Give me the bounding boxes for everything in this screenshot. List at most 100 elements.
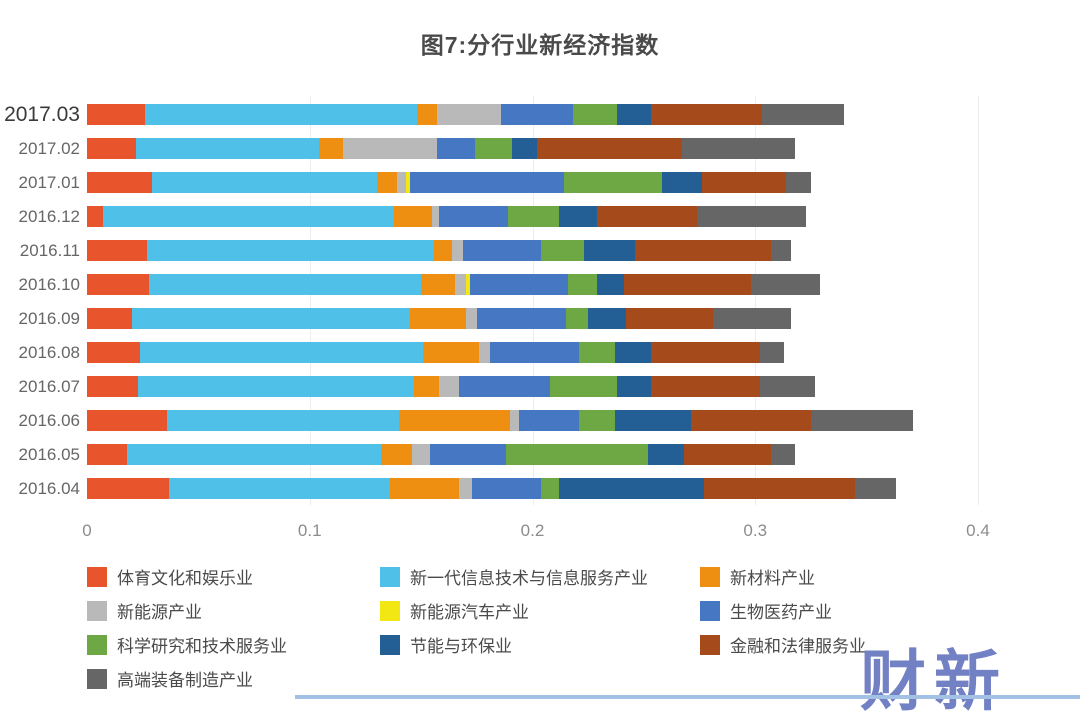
bar-segment [144, 104, 417, 125]
bar-segment [761, 104, 845, 125]
bar-row-2016.10 [87, 274, 978, 295]
bar-segment [409, 308, 466, 329]
y-axis-label: 2016.05 [18, 445, 80, 464]
watermark-underline [295, 695, 1080, 699]
gridline [309, 96, 311, 505]
bar-segment [151, 172, 377, 193]
bar-row-2016.04 [87, 478, 978, 499]
legend-label: 新能源产业 [117, 603, 202, 622]
legend-swatch [87, 600, 107, 621]
bar-segment [507, 206, 560, 227]
y-axis-label: 2017.01 [18, 173, 80, 192]
bar-row-2016.09 [87, 308, 978, 329]
legend-item: 高端装备制造产业 [87, 668, 380, 690]
bar-segment [617, 376, 651, 397]
bar-segment [87, 104, 145, 125]
bar-segment [412, 444, 430, 465]
bar-segment [597, 206, 698, 227]
bar-segment [87, 308, 132, 329]
bar-segment [147, 240, 435, 261]
bar-segment [127, 444, 382, 465]
bar-segment [634, 240, 771, 261]
bar-segment [458, 478, 473, 499]
legend-item: 节能与环保业 [380, 634, 700, 656]
bar-segment [394, 206, 433, 227]
bar-segment [568, 274, 598, 295]
bar-segment [463, 240, 542, 261]
bar-segment [169, 478, 390, 499]
bar-segment [87, 274, 150, 295]
bar-segment [414, 376, 439, 397]
bar-segment [381, 444, 413, 465]
bar-segment [87, 206, 103, 227]
x-tick-label: 0.3 [743, 521, 768, 540]
bar-segment [438, 376, 459, 397]
legend-label: 金融和法律服务业 [730, 637, 866, 656]
legend-item: 新能源汽车产业 [380, 600, 700, 622]
gridline [755, 96, 757, 505]
caixin-watermark-logo: 财新 [860, 644, 1008, 718]
legend-swatch [380, 566, 400, 587]
bar-segment [519, 410, 580, 431]
y-axis-label: 2016.06 [18, 411, 80, 430]
chart-figure: 图7:分行业新经济指数 2017.03 2017.02 2017.01 2016.12… [4, 32, 1080, 714]
plot-area: 2017.03 2017.02 2017.01 2016.12 2016.11 2016.… [4, 96, 990, 540]
bar-segment [474, 138, 513, 159]
bar-segment [510, 410, 520, 431]
gridline [532, 96, 534, 505]
bar-segment [389, 478, 459, 499]
bar-row-2016.05 [87, 444, 978, 465]
y-axis-label: 2016.04 [18, 479, 80, 498]
bar-row-2016.06 [87, 410, 978, 431]
bar-segment [167, 410, 399, 431]
bar-segment [398, 410, 511, 431]
bar-segment [770, 444, 796, 465]
legend-label: 新能源汽车产业 [410, 603, 529, 622]
y-axis-label: 2016.10 [18, 275, 80, 294]
bar-segment [438, 206, 508, 227]
bar-row-2017.02 [87, 138, 978, 159]
legend-item: 生物医药产业 [700, 600, 980, 622]
bar-segment [712, 308, 791, 329]
legend-swatch [87, 634, 107, 655]
bar-segment [810, 410, 914, 431]
bar-segment [650, 104, 762, 125]
bar-row-2016.08 [87, 342, 978, 363]
bar-segment [409, 172, 564, 193]
bar-segment [583, 240, 635, 261]
bar-row-2017.03 [87, 104, 978, 125]
bar-segment [472, 478, 542, 499]
bar-segment [759, 376, 816, 397]
bar-segment [432, 206, 439, 227]
legend-label: 新一代信息技术与信息服务产业 [410, 569, 648, 588]
bar-segment [430, 444, 506, 465]
bar-segment [149, 274, 422, 295]
bar-segment [512, 138, 537, 159]
bar-segment [626, 308, 713, 329]
y-axis-label: 2017.02 [18, 139, 80, 158]
bar-segment [650, 342, 760, 363]
bar-segment [572, 104, 618, 125]
bar-segment [479, 342, 491, 363]
bar-segment [318, 138, 344, 159]
bar-segment [470, 274, 569, 295]
y-axis-label: 2016.12 [18, 207, 80, 226]
bar-segment [140, 342, 424, 363]
x-tick-label: 0.1 [297, 521, 322, 540]
x-tick-label: 0 [82, 521, 92, 540]
bar-segment [563, 172, 662, 193]
bar-segment [138, 376, 415, 397]
bar-segment [87, 172, 152, 193]
bar-segment [87, 410, 168, 431]
bar-segment [579, 342, 615, 363]
bar-segment [597, 274, 624, 295]
bar-segment [454, 274, 466, 295]
bar-segment [421, 274, 455, 295]
bar-segment [623, 274, 751, 295]
legend-swatch [380, 600, 400, 621]
bar-segment [465, 274, 471, 295]
bar-segment [376, 172, 397, 193]
bar-row-2016.12 [87, 206, 978, 227]
y-axis-label: 2016.08 [18, 343, 80, 362]
legend-label: 科学研究和技术服务业 [117, 637, 287, 656]
